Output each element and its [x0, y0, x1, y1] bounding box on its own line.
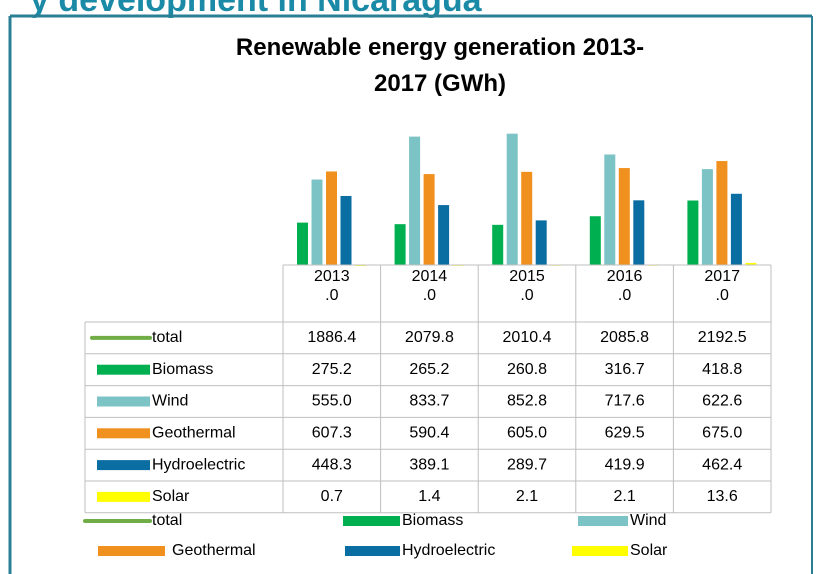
bar	[604, 154, 616, 265]
table-value: 418.8	[702, 361, 742, 378]
table-value: 675.0	[702, 425, 742, 442]
table-value: 2.1	[613, 488, 635, 505]
table-value: 2079.8	[405, 329, 454, 346]
bar	[492, 224, 504, 265]
legend-swatch	[97, 491, 150, 502]
row-label: total	[152, 329, 182, 346]
bar	[506, 133, 518, 265]
legend-swatch	[343, 516, 400, 526]
bar	[633, 200, 645, 265]
legend-swatch	[578, 516, 628, 526]
bar	[438, 205, 450, 265]
legend-label: Geothermal	[172, 542, 256, 559]
category-cell: 2013.0	[314, 268, 350, 304]
legend-label: Hydroelectric	[402, 542, 495, 559]
bar	[297, 222, 308, 265]
table-value: 605.0	[507, 425, 547, 442]
bar	[340, 195, 352, 265]
legend-swatch	[97, 428, 150, 439]
bar	[423, 174, 435, 265]
bar	[326, 171, 337, 265]
bar	[716, 161, 728, 265]
legend-label: Wind	[630, 512, 666, 529]
legend-label: Biomass	[402, 512, 463, 529]
table-value: 629.5	[605, 425, 645, 442]
title-box: Renewable energy generation 2013-2017 (G…	[235, 34, 645, 97]
table-value: 2.1	[516, 488, 538, 505]
table-value: 590.4	[409, 425, 449, 442]
table-value: 260.8	[507, 361, 547, 378]
row-label: Hydroelectric	[152, 456, 245, 473]
category-label: 2016.0	[606, 268, 643, 304]
table-value: 622.6	[702, 393, 742, 410]
chart-title: Renewable energy generation 2013-2017 (G…	[235, 34, 645, 97]
table-value: 717.6	[605, 393, 645, 410]
table-value: 852.8	[507, 393, 547, 410]
legend-swatch	[97, 396, 150, 407]
table-value: 555.0	[312, 393, 352, 410]
category-label: 2017.0	[704, 268, 740, 304]
bar	[409, 136, 421, 265]
legend-label: total	[152, 512, 182, 529]
table-value: 2010.4	[503, 329, 552, 346]
bar	[589, 216, 601, 265]
bar	[311, 179, 323, 265]
table-value: 265.2	[409, 361, 449, 378]
table-value: 1886.4	[307, 329, 356, 346]
row-label: Geothermal	[152, 425, 236, 442]
table-value: 0.7	[321, 488, 343, 505]
legend-swatch	[345, 546, 400, 556]
bar	[521, 171, 533, 265]
bar	[535, 220, 547, 265]
legend-swatch	[97, 460, 150, 471]
row-label: Wind	[152, 393, 188, 410]
table-value: 389.1	[409, 456, 449, 473]
table-value: 462.4	[702, 456, 742, 473]
legend-swatch	[98, 546, 165, 556]
table-value: 275.2	[312, 361, 352, 378]
table-value: 316.7	[605, 361, 645, 378]
bar	[687, 200, 699, 265]
table-value: 1.4	[418, 488, 440, 505]
category-cell: 2015.0	[509, 268, 545, 304]
table-value: 289.7	[507, 456, 547, 473]
row-label: Solar	[152, 488, 190, 505]
table-value: 2085.8	[600, 329, 649, 346]
bar	[701, 169, 713, 265]
bar	[394, 224, 406, 265]
table-value: 13.6	[707, 488, 738, 505]
category-label: 2014.0	[411, 268, 448, 304]
legend-label: Solar	[630, 542, 668, 559]
table-value: 2192.5	[698, 329, 747, 346]
table-value: 448.3	[312, 456, 352, 473]
category-label: 2015.0	[509, 268, 545, 304]
row-label: Biomass	[152, 361, 213, 378]
table-value: 833.7	[409, 393, 449, 410]
category-cell: 2014.0	[411, 268, 448, 304]
bar	[745, 262, 757, 265]
table-value: 419.9	[605, 456, 645, 473]
legend-swatch	[572, 546, 628, 556]
category-label: 2013.0	[314, 268, 350, 304]
table-value: 607.3	[312, 425, 352, 442]
bar	[618, 168, 630, 265]
bar	[730, 193, 742, 265]
category-cell: 2016.0	[606, 268, 643, 304]
category-cell: 2017.0	[704, 268, 740, 304]
legend-swatch	[97, 364, 150, 375]
page-heading: y development in Nicaragua	[30, 0, 483, 19]
